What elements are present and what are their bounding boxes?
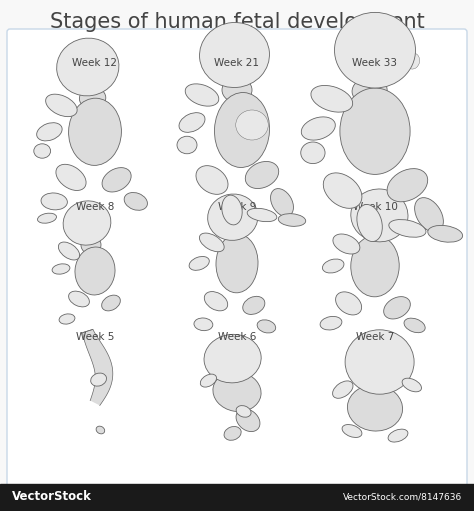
- Text: Week 12: Week 12: [73, 58, 118, 68]
- Text: Week 33: Week 33: [353, 58, 398, 68]
- Text: Week 10: Week 10: [353, 202, 397, 212]
- Ellipse shape: [301, 117, 335, 140]
- Ellipse shape: [46, 94, 77, 117]
- Ellipse shape: [189, 257, 210, 270]
- Ellipse shape: [177, 136, 197, 154]
- Ellipse shape: [222, 78, 252, 103]
- Ellipse shape: [204, 292, 228, 311]
- Ellipse shape: [236, 409, 260, 432]
- Ellipse shape: [80, 87, 106, 109]
- Ellipse shape: [336, 292, 362, 315]
- Ellipse shape: [387, 169, 428, 202]
- Ellipse shape: [351, 235, 399, 297]
- Ellipse shape: [194, 318, 213, 331]
- Text: Week 9: Week 9: [218, 202, 256, 212]
- Ellipse shape: [58, 242, 80, 260]
- Ellipse shape: [200, 233, 224, 252]
- Ellipse shape: [200, 22, 270, 87]
- Text: Week 21: Week 21: [215, 58, 259, 68]
- Ellipse shape: [333, 381, 353, 398]
- Ellipse shape: [124, 193, 147, 211]
- Ellipse shape: [56, 165, 86, 191]
- Text: Week 8: Week 8: [76, 202, 114, 212]
- Ellipse shape: [185, 84, 219, 106]
- Ellipse shape: [351, 189, 408, 242]
- Ellipse shape: [59, 314, 75, 324]
- Ellipse shape: [69, 98, 121, 166]
- Ellipse shape: [415, 198, 443, 232]
- Ellipse shape: [34, 144, 51, 158]
- Text: Week 6: Week 6: [218, 332, 256, 342]
- Ellipse shape: [320, 316, 342, 330]
- Text: Stages of human fetal development: Stages of human fetal development: [50, 12, 424, 32]
- Ellipse shape: [389, 220, 426, 237]
- Ellipse shape: [96, 426, 105, 434]
- Ellipse shape: [357, 204, 383, 242]
- Ellipse shape: [196, 166, 228, 194]
- Ellipse shape: [236, 110, 268, 140]
- Ellipse shape: [36, 123, 62, 141]
- Ellipse shape: [345, 330, 414, 394]
- Ellipse shape: [222, 195, 242, 225]
- Ellipse shape: [322, 259, 344, 273]
- Ellipse shape: [224, 427, 241, 440]
- Ellipse shape: [352, 77, 387, 104]
- Text: VectorStock: VectorStock: [12, 491, 92, 503]
- Ellipse shape: [245, 161, 279, 189]
- Ellipse shape: [247, 208, 277, 222]
- Ellipse shape: [91, 373, 107, 386]
- Ellipse shape: [428, 225, 463, 242]
- Polygon shape: [82, 330, 113, 405]
- Ellipse shape: [402, 378, 421, 392]
- Ellipse shape: [301, 142, 325, 164]
- Ellipse shape: [52, 264, 70, 274]
- Ellipse shape: [333, 234, 360, 254]
- Ellipse shape: [75, 247, 115, 295]
- Ellipse shape: [323, 173, 362, 208]
- Ellipse shape: [204, 334, 261, 383]
- Ellipse shape: [213, 371, 261, 411]
- Ellipse shape: [340, 88, 410, 174]
- Ellipse shape: [216, 234, 258, 293]
- Ellipse shape: [257, 320, 276, 333]
- Text: Week 5: Week 5: [76, 332, 114, 342]
- Text: VectorStock.com/8147636: VectorStock.com/8147636: [343, 493, 462, 501]
- Ellipse shape: [208, 194, 258, 240]
- Ellipse shape: [37, 213, 56, 223]
- Ellipse shape: [243, 296, 265, 314]
- FancyBboxPatch shape: [7, 29, 467, 489]
- Bar: [0, 484, 474, 511]
- Ellipse shape: [101, 295, 120, 311]
- Ellipse shape: [201, 374, 217, 387]
- Ellipse shape: [383, 297, 410, 319]
- Ellipse shape: [404, 318, 425, 333]
- Ellipse shape: [57, 38, 119, 96]
- Ellipse shape: [271, 189, 293, 217]
- Ellipse shape: [388, 429, 408, 442]
- Ellipse shape: [236, 406, 251, 417]
- Ellipse shape: [63, 201, 111, 245]
- Ellipse shape: [406, 53, 419, 69]
- Ellipse shape: [311, 85, 353, 112]
- Ellipse shape: [69, 291, 90, 307]
- Ellipse shape: [347, 385, 402, 431]
- Ellipse shape: [278, 214, 306, 226]
- Ellipse shape: [335, 12, 416, 88]
- Ellipse shape: [81, 236, 101, 254]
- Ellipse shape: [102, 168, 131, 192]
- Ellipse shape: [214, 92, 270, 168]
- Ellipse shape: [41, 193, 67, 210]
- Text: Week 7: Week 7: [356, 332, 394, 342]
- Ellipse shape: [342, 425, 362, 437]
- Ellipse shape: [179, 112, 205, 132]
